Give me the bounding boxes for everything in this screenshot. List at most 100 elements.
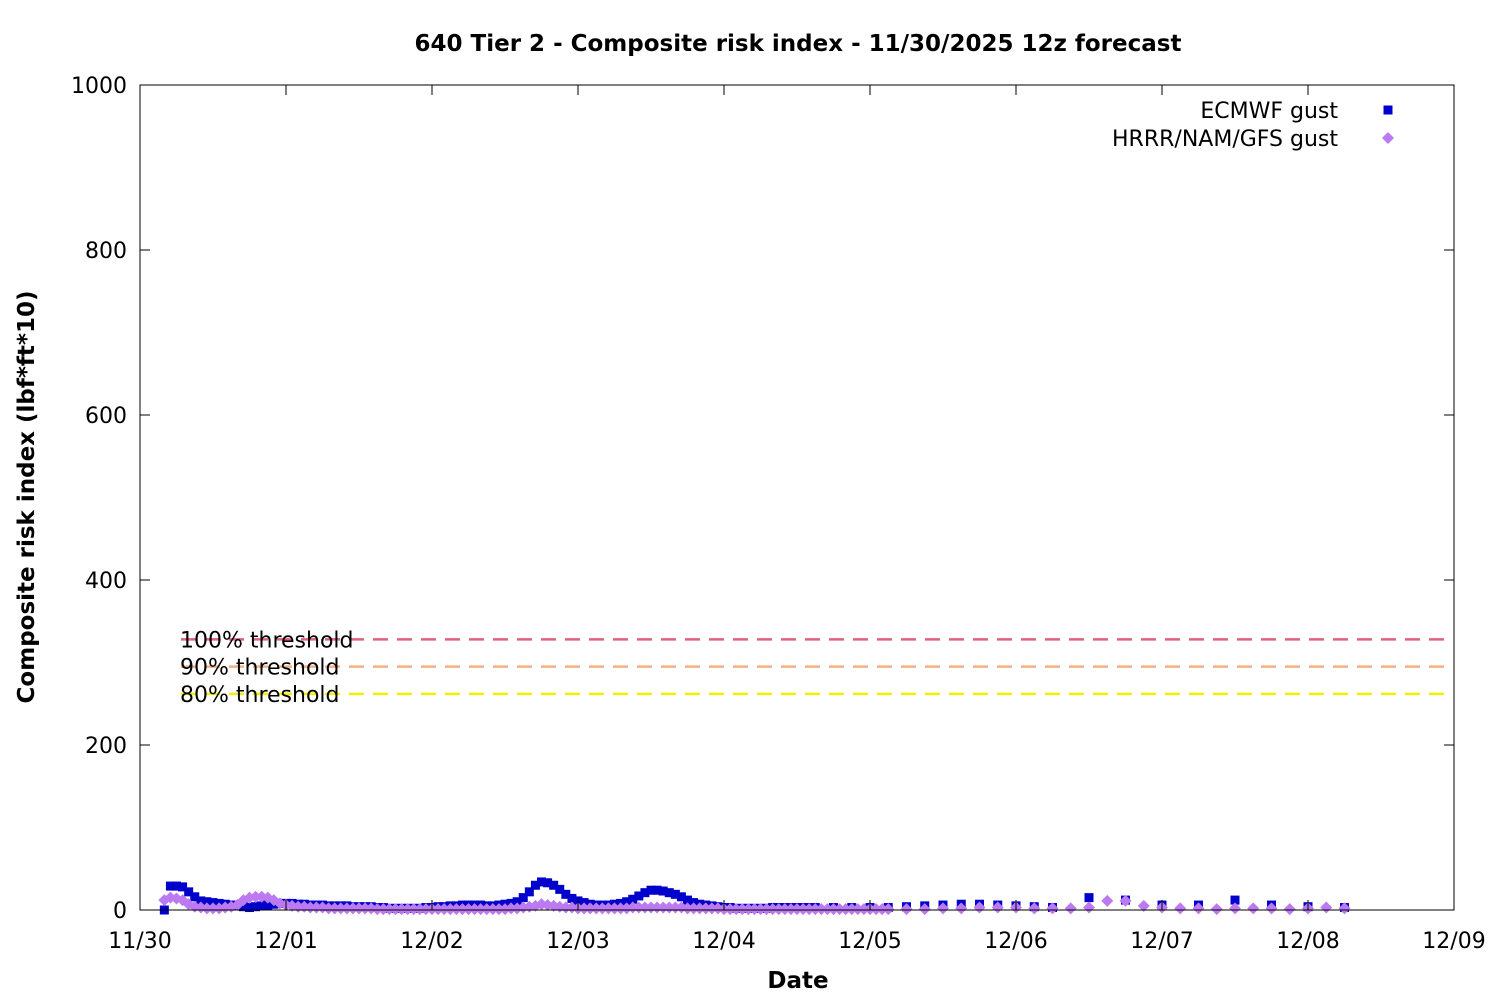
data-point (937, 902, 949, 915)
data-point (172, 881, 181, 891)
data-point (190, 892, 200, 902)
data-point (1084, 893, 1094, 903)
data-point (456, 903, 469, 916)
series-hrrr-nam-gfs-gust (158, 890, 1351, 916)
data-point (567, 893, 577, 903)
data-point (263, 900, 273, 910)
data-point (766, 903, 779, 916)
data-point (1338, 902, 1351, 915)
data-point (955, 902, 968, 915)
data-point (669, 901, 682, 914)
data-point (530, 880, 540, 890)
data-point (628, 894, 638, 904)
data-point (584, 902, 597, 915)
data-point (900, 903, 913, 916)
data-point (1192, 902, 1205, 915)
data-point (328, 902, 341, 915)
data-point (1028, 902, 1041, 915)
data-point (383, 903, 396, 916)
data-point (1046, 902, 1059, 915)
data-point (918, 903, 931, 916)
data-point (683, 895, 692, 905)
data-point (657, 901, 670, 914)
data-point (730, 903, 743, 916)
data-point (537, 877, 546, 887)
data-point (632, 901, 645, 914)
data-point (748, 903, 761, 916)
data-point (178, 882, 188, 892)
threshold-label: 100% threshold (180, 628, 354, 653)
data-point (736, 903, 749, 916)
data-point (809, 903, 822, 916)
y-tick-label: 1000 (71, 74, 127, 99)
data-point (815, 903, 828, 916)
data-point (1247, 902, 1260, 915)
x-tick-label: 11/30 (108, 929, 171, 954)
data-point (973, 901, 986, 914)
data-point (310, 901, 323, 914)
data-point (249, 890, 262, 903)
data-point (1137, 899, 1150, 912)
data-point (377, 903, 390, 916)
y-tick-label: 400 (85, 569, 127, 594)
data-point (450, 903, 463, 916)
plot-frame (139, 84, 1455, 911)
data-point (1083, 901, 1095, 914)
data-point (304, 901, 317, 914)
x-tick-label: 12/08 (1276, 929, 1339, 954)
data-point (791, 903, 803, 916)
y-tick-label: 200 (85, 734, 127, 759)
data-point (353, 902, 365, 915)
data-point (486, 903, 499, 916)
data-point (413, 903, 426, 916)
data-point (839, 903, 852, 916)
x-tick-label: 12/02 (400, 929, 463, 954)
data-point (1320, 901, 1333, 914)
data-point (1174, 902, 1187, 915)
data-point (555, 884, 565, 894)
chart-title: 640 Tier 2 - Composite risk index - 11/3… (415, 31, 1182, 57)
data-point (200, 902, 213, 915)
data-point (693, 902, 706, 915)
data-point (543, 878, 553, 888)
data-point (991, 901, 1004, 914)
y-tick-label: 800 (85, 239, 127, 264)
data-point (359, 902, 372, 915)
data-point (676, 892, 686, 902)
legend: ECMWF gust HRRR/NAM/GFS gust (1112, 99, 1394, 152)
data-point (1101, 894, 1114, 907)
data-point (754, 903, 767, 916)
data-point (401, 903, 414, 916)
data-point (444, 903, 457, 916)
data-point (207, 902, 219, 915)
data-point (559, 901, 572, 914)
data-point (407, 903, 420, 916)
data-point (645, 901, 657, 914)
data-point (492, 903, 505, 916)
data-point (638, 901, 651, 914)
data-point (646, 885, 656, 895)
data-point (622, 897, 632, 907)
legend-marker (1382, 132, 1394, 144)
data-point (251, 902, 261, 912)
data-point (724, 903, 737, 916)
data-point (699, 902, 712, 915)
y-axis-label: Composite risk index (lbf*ft*10) (14, 291, 40, 704)
data-point (608, 902, 621, 915)
data-point (742, 903, 755, 916)
data-point (389, 903, 402, 916)
data-point (419, 903, 432, 916)
data-point (797, 903, 810, 916)
data-point (784, 903, 797, 916)
data-point (705, 902, 718, 915)
data-point (165, 881, 175, 891)
legend-label: HRRR/NAM/GFS gust (1112, 127, 1338, 152)
data-point (778, 903, 791, 916)
y-tick-label: 0 (113, 899, 127, 924)
data-point (681, 902, 694, 915)
data-point (827, 903, 840, 916)
data-point (1210, 903, 1223, 916)
